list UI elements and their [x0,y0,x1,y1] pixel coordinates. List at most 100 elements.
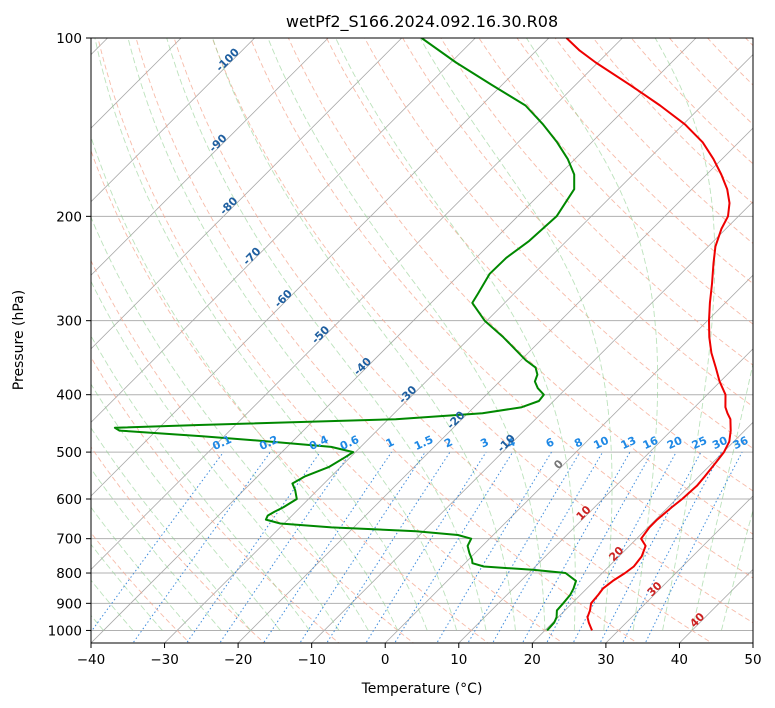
moist-adiabat-line [91,216,369,631]
moist-adiabat-line [94,38,428,631]
dry-adiabat-line [554,38,753,245]
isotherm-label: -40 [351,355,374,378]
isotherm-line [458,348,753,643]
temperature-profile-line [565,38,732,631]
y-tick-label: 700 [56,532,82,548]
mixing-ratio-line [467,451,581,643]
dry-adiabat-line [91,356,340,643]
dry-adiabat-line [325,38,753,492]
y-tick-label: 500 [56,445,82,461]
mixing-ratio-label: 13 [619,434,638,452]
dry-adiabat-line [744,38,753,47]
isotherm-label: -50 [309,323,332,346]
isotherm-line [91,38,550,497]
moist-adiabat-line [91,383,281,631]
mixing-ratio-label: 8 [572,435,584,450]
mixing-ratio-line [185,451,321,643]
mixing-ratio-label: 1 [384,435,396,450]
mixing-ratio-label: 36 [731,434,751,452]
mixing-ratio-line [572,451,677,643]
isotherm-line [91,38,623,571]
isotherm-line [752,642,753,643]
isotherm-label: -20 [444,408,467,431]
y-tick-label: 800 [56,566,82,582]
y-axis-title: Pressure (hPa) [11,290,27,390]
x-tick-label: 40 [671,652,688,668]
moist-adiabat-line [691,361,753,631]
moist-adiabat-line [720,508,753,631]
dry-adiabat-line [364,38,753,449]
isotherm-label: -90 [206,131,229,154]
y-tick-label: 400 [56,388,82,404]
isotherm-line [91,38,255,203]
dry-adiabat-line [516,38,753,285]
isotherm-line [237,127,753,643]
moist-adiabat-line [91,468,222,631]
mixing-ratio-label: 16 [641,434,661,452]
mixing-ratio-line [622,451,722,643]
dry-adiabat-line [173,38,713,643]
plot-frame [90,37,754,644]
moist-adiabat-line [654,38,716,631]
dry-adiabat-line [440,38,753,366]
dry-adiabat-line [211,38,753,624]
mixing-ratio-line [262,451,392,643]
mixing-ratio-line [599,451,702,643]
isotherm-line [91,38,697,643]
isotherm-label: 40 [687,610,707,630]
x-tick-label: 30 [597,652,614,668]
mixing-ratio-label: 6 [544,435,557,450]
isotherm-label: -70 [240,245,263,268]
moist-adiabat-line [91,579,134,631]
chart-title: wetPf2_S166.2024.092.16.30.R08 [286,12,558,32]
dewpoint-profile-line [113,38,577,632]
x-axis-title: Temperature (°C) [361,681,483,697]
y-tick-label: 1000 [48,623,82,639]
moist-adiabat-line [91,543,163,631]
isotherm-label: -80 [217,194,240,217]
mixing-ratio-line [91,451,224,633]
isotherm-line [679,568,753,643]
isotherm-label: -100 [213,45,242,74]
x-tick-label: 0 [381,652,390,668]
isotherm-line [164,53,753,643]
mixing-ratio-label: 3 [478,435,490,450]
isotherm-line [532,421,753,643]
mixing-ratio-label: 0.4 [307,433,330,453]
isotherm-label: -30 [396,383,419,406]
moist-adiabat-line [127,38,458,631]
moist-adiabat-line [526,38,659,631]
mixing-ratio-line [219,451,352,643]
isotherm-line [91,38,476,423]
x-tick-label: −40 [77,652,106,668]
isotherm-line [384,274,753,643]
mixing-ratio-line [394,451,514,643]
dry-adiabat-line [402,38,753,408]
dry-adiabat-line [91,446,265,643]
x-tick-label: 50 [744,652,761,668]
y-tick-label: 900 [56,596,82,612]
mixing-ratio-label: 20 [665,434,685,452]
moist-adiabat-line [335,38,576,631]
x-tick-label: −10 [297,652,326,668]
isotherm-line [605,495,753,643]
isotherm-line [91,38,403,350]
mixing-ratio-label: 30 [710,434,730,452]
series-layer [113,38,732,632]
axis-layer: −40 −30 −20 −10 0 10 20 30 40 5010020030040050060… [48,31,762,668]
mixing-ratio-line [132,451,271,643]
mixing-ratio-label: 1.5 [412,433,435,453]
moist-adiabat-line [267,38,546,631]
moist-adiabat-line [91,427,252,631]
mixing-ratio-line [299,451,426,643]
y-tick-label: 100 [56,31,82,47]
isotherm-line [91,38,329,276]
y-tick-label: 600 [56,492,82,508]
moist-adiabat-line [91,135,399,631]
grid-layer [91,38,753,643]
dry-adiabat-line [91,532,191,643]
x-tick-label: −20 [224,652,253,668]
x-tick-label: 20 [524,652,541,668]
dry-adiabat-line [287,38,753,535]
